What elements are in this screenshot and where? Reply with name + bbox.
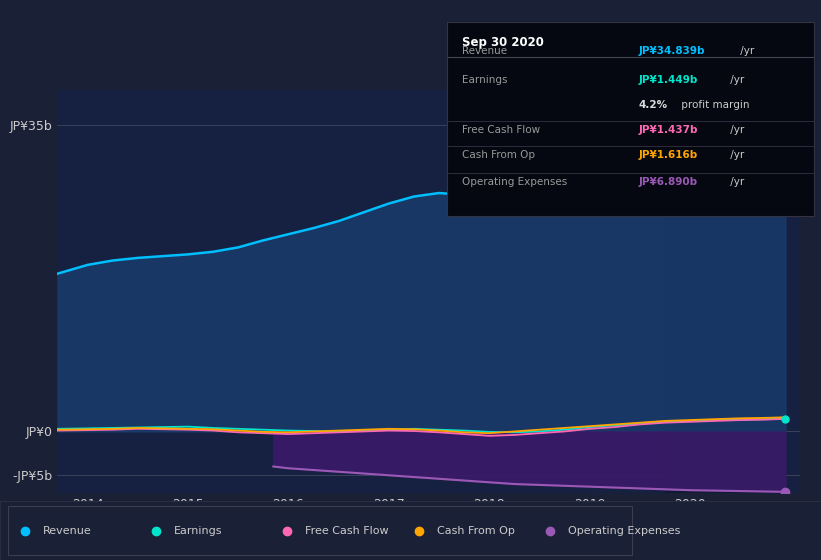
- Text: JP¥34.839b: JP¥34.839b: [638, 45, 704, 55]
- Text: JP¥6.890b: JP¥6.890b: [638, 177, 697, 187]
- Text: /yr: /yr: [737, 45, 754, 55]
- Text: /yr: /yr: [727, 74, 745, 85]
- Text: JP¥1.437b: JP¥1.437b: [638, 125, 698, 135]
- Text: Cash From Op: Cash From Op: [437, 526, 515, 535]
- Text: /yr: /yr: [727, 177, 745, 187]
- Text: Earnings: Earnings: [462, 74, 507, 85]
- Text: Free Cash Flow: Free Cash Flow: [305, 526, 389, 535]
- Text: Earnings: Earnings: [174, 526, 222, 535]
- Text: JP¥1.449b: JP¥1.449b: [638, 74, 698, 85]
- Text: /yr: /yr: [727, 125, 745, 135]
- Text: Operating Expenses: Operating Expenses: [462, 177, 567, 187]
- Text: 4.2%: 4.2%: [638, 100, 667, 110]
- Text: Free Cash Flow: Free Cash Flow: [462, 125, 540, 135]
- Text: Revenue: Revenue: [43, 526, 91, 535]
- Bar: [665, 90, 786, 493]
- Text: Cash From Op: Cash From Op: [462, 150, 535, 160]
- Text: profit margin: profit margin: [678, 100, 750, 110]
- Text: /yr: /yr: [727, 150, 745, 160]
- Text: Operating Expenses: Operating Expenses: [568, 526, 681, 535]
- Text: Revenue: Revenue: [462, 45, 507, 55]
- Text: Sep 30 2020: Sep 30 2020: [462, 36, 544, 49]
- Text: JP¥1.616b: JP¥1.616b: [638, 150, 698, 160]
